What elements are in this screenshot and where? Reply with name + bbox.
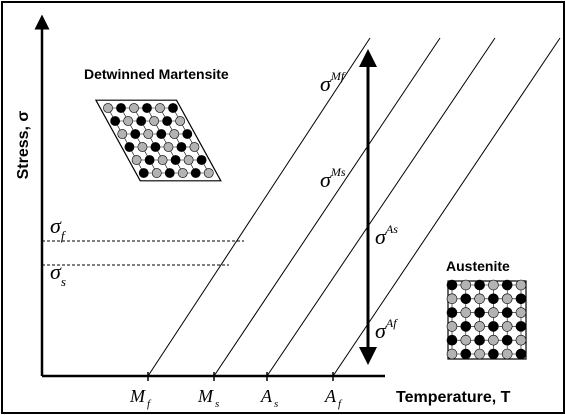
- atom: [169, 129, 180, 139]
- atom: [460, 321, 472, 332]
- atom: [142, 103, 152, 113]
- austenite-cell-outline: [447, 280, 527, 360]
- atom: [474, 334, 485, 346]
- atom: [501, 334, 513, 346]
- atom: [163, 142, 174, 152]
- atom: [460, 279, 472, 291]
- austenite-label: Austenite: [446, 258, 510, 274]
- atom: [515, 307, 527, 318]
- atom: [515, 279, 527, 291]
- atom: [474, 307, 485, 318]
- atom: [488, 321, 499, 332]
- atom: [157, 155, 168, 165]
- detwinned-martensite-label: Detwinned Martensite: [84, 66, 229, 82]
- atom: [474, 348, 485, 360]
- atom: [460, 348, 472, 360]
- detwinned-martensite-lattice-icon: [94, 99, 222, 182]
- atom: [189, 142, 200, 152]
- atom: [446, 279, 458, 291]
- atom: [176, 142, 187, 152]
- atom: [156, 129, 167, 139]
- atom: [137, 142, 148, 152]
- sigma-af-label: σAf: [375, 316, 398, 343]
- mf-line: [147, 37, 371, 376]
- atom: [501, 279, 513, 291]
- atom: [501, 293, 513, 305]
- atom: [143, 129, 154, 139]
- x-axis-label: Temperature, T: [396, 389, 511, 406]
- atom: [110, 116, 121, 126]
- atom: [130, 129, 141, 139]
- atom: [183, 155, 194, 165]
- atom: [203, 168, 214, 178]
- sigma-ms-label: σMs: [320, 165, 346, 192]
- atom: [155, 103, 165, 113]
- atom: [168, 103, 178, 113]
- sigma-f-label: σf: [50, 213, 67, 243]
- atom: [138, 168, 149, 178]
- sigma-mf-label: σMf: [320, 69, 346, 96]
- sigma-s-label: σs: [50, 259, 66, 289]
- atom: [446, 321, 458, 332]
- austenite-lattice-icon: [446, 279, 527, 360]
- atom: [190, 168, 201, 178]
- atom: [136, 116, 147, 126]
- ms-line: [213, 37, 441, 376]
- atom: [124, 142, 135, 152]
- atom: [474, 321, 485, 332]
- y-axis-label: Stress, σ: [15, 111, 32, 180]
- atom: [162, 116, 173, 126]
- atom: [460, 293, 472, 305]
- atom: [446, 348, 458, 360]
- atom: [117, 129, 128, 139]
- atom: [144, 155, 155, 165]
- atom: [501, 321, 513, 332]
- atom: [123, 116, 134, 126]
- atom: [129, 103, 139, 113]
- atom: [515, 293, 527, 305]
- atom: [460, 334, 472, 346]
- atom: [446, 334, 458, 346]
- atom: [488, 334, 499, 346]
- atom: [116, 103, 126, 113]
- atom: [446, 293, 458, 305]
- atom: [151, 168, 162, 178]
- atom: [182, 129, 193, 139]
- atom: [177, 168, 188, 178]
- atom: [474, 279, 485, 291]
- as-line: [266, 37, 496, 376]
- atom: [103, 103, 113, 113]
- atom: [150, 142, 161, 152]
- atom: [446, 307, 458, 318]
- atom: [515, 321, 527, 332]
- atom: [488, 279, 499, 291]
- atom: [175, 116, 186, 126]
- atom: [170, 155, 181, 165]
- atom: [164, 168, 175, 178]
- atom: [474, 293, 485, 305]
- atom: [460, 307, 472, 318]
- atom: [501, 307, 513, 318]
- atom: [488, 348, 499, 360]
- atom: [501, 348, 513, 360]
- sigma-as-label: σAs: [375, 222, 398, 249]
- atom: [515, 334, 527, 346]
- atom: [149, 116, 160, 126]
- atom: [515, 348, 527, 360]
- atom: [196, 155, 207, 165]
- atom: [131, 155, 142, 165]
- atom: [488, 307, 499, 318]
- atom: [488, 293, 499, 305]
